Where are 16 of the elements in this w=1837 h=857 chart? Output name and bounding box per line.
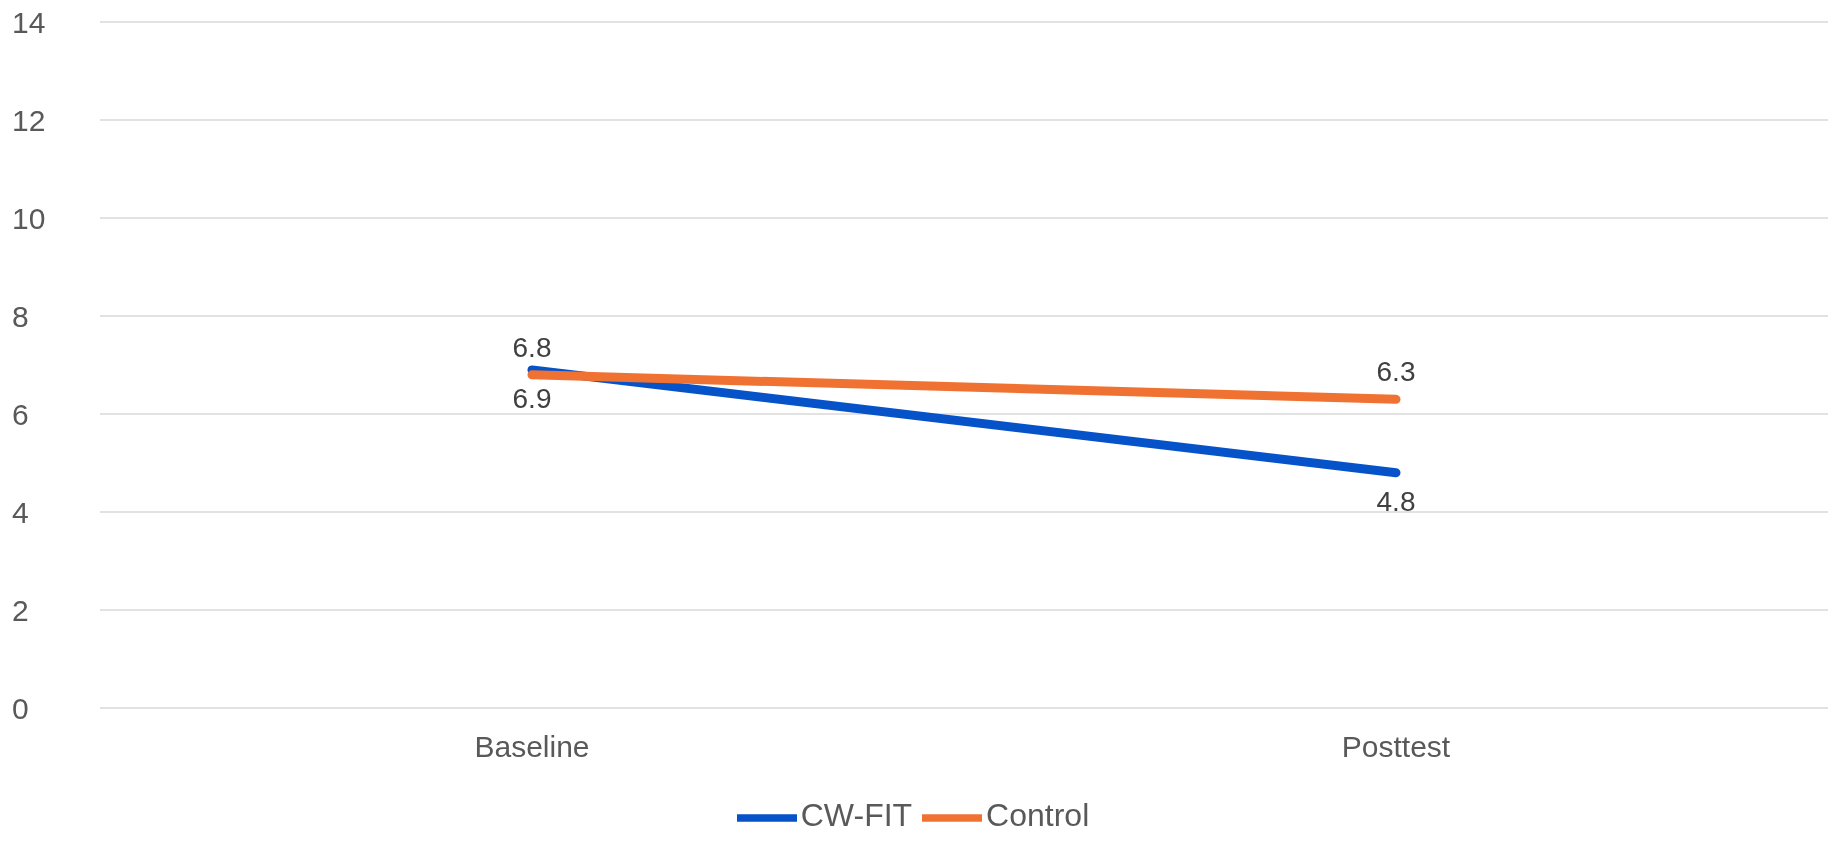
y-tick-label: 4	[12, 495, 29, 529]
y-tick-label: 0	[12, 691, 29, 725]
x-tick-label: Baseline	[474, 730, 590, 764]
y-tick-label: 10	[12, 201, 46, 235]
legend-label: Control	[986, 797, 1090, 834]
data-label: 4.8	[1376, 485, 1416, 517]
y-tick-label: 2	[12, 593, 29, 627]
y-tick-label: 12	[12, 103, 46, 137]
y-tick-label: 8	[12, 299, 29, 333]
data-label: 6.9	[512, 382, 552, 414]
x-tick-label: Posttest	[1341, 730, 1451, 764]
legend-label: CW-FIT	[800, 797, 913, 834]
y-tick-label: 6	[12, 397, 29, 431]
y-tick-label: 14	[12, 5, 46, 39]
data-label: 6.8	[512, 331, 552, 363]
data-label: 6.3	[1376, 356, 1416, 388]
